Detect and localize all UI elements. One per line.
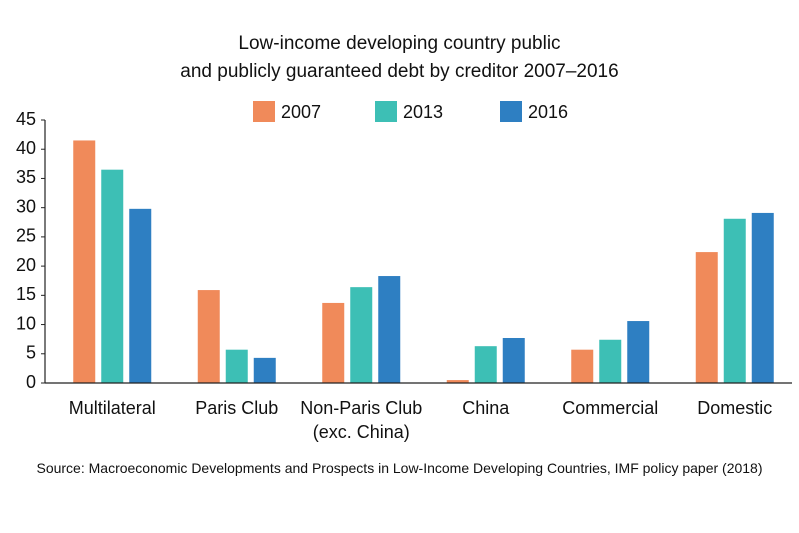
x-tick-label: Non-Paris Club (exc. China) (300, 398, 423, 442)
y-tick-label: 10 (16, 313, 36, 333)
legend-label: 2013 (403, 102, 443, 122)
y-tick-label: 15 (16, 284, 36, 304)
bar (378, 276, 401, 383)
x-tick-label: Domestic (697, 398, 773, 418)
bar (571, 349, 594, 383)
legend-label: 2016 (528, 102, 568, 122)
legend-swatch (375, 101, 397, 122)
bar (599, 339, 622, 383)
bar (73, 140, 96, 383)
x-tick-label: China (462, 398, 510, 418)
chart-title: Low-income developing country public and… (180, 33, 619, 82)
legend-label: 2007 (281, 102, 321, 122)
bar (101, 169, 124, 383)
bar (723, 218, 746, 383)
y-tick-label: 25 (16, 226, 36, 246)
legend-swatch (253, 101, 275, 122)
bar (197, 290, 220, 383)
bar (627, 321, 650, 383)
bar (502, 337, 525, 383)
x-tick-label: Commercial (562, 398, 659, 418)
y-tick-label: 45 (16, 109, 36, 129)
bar (350, 287, 373, 383)
bar (695, 252, 718, 383)
legend-swatch (500, 101, 522, 122)
bar (751, 212, 774, 383)
bar (322, 302, 345, 383)
bar (474, 346, 497, 383)
y-tick-label: 5 (26, 343, 36, 363)
bar (253, 357, 276, 383)
bar (225, 349, 248, 383)
y-tick-label: 35 (16, 167, 36, 187)
y-tick-label: 20 (16, 255, 36, 275)
x-tick-label: Paris Club (195, 398, 279, 418)
y-tick-label: 0 (26, 372, 36, 392)
y-tick-label: 30 (16, 196, 36, 216)
bar (129, 208, 152, 383)
y-tick-label: 40 (16, 138, 36, 158)
x-tick-label: Multilateral (68, 398, 156, 418)
bar (446, 380, 469, 383)
source-note: Source: Macroeconomic Developments and P… (36, 460, 763, 476)
